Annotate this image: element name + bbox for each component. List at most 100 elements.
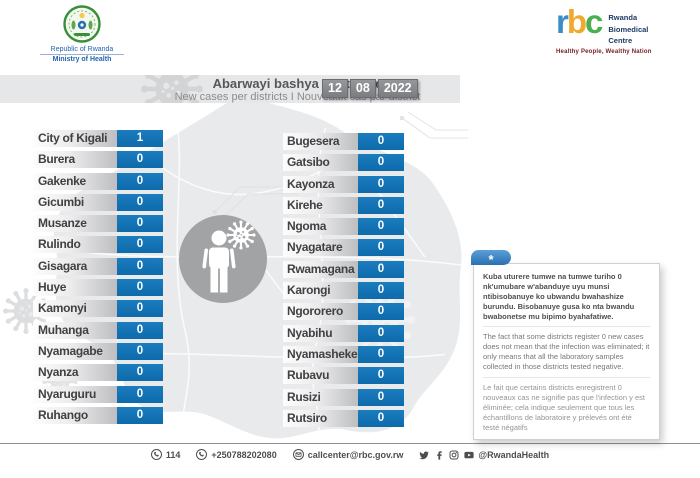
district-row: Ngoma 0 [283,218,404,236]
rbc-name-line: Centre [608,36,633,46]
district-cases-value: 0 [117,406,163,424]
district-row: Bugesera 0 [283,133,404,150]
district-row: Kayonza 0 [283,175,404,193]
district-row: Rusizi 0 [283,388,404,406]
district-name: Ngororero [283,303,358,321]
note-text-french: Le fait que certains districts enregistr… [483,377,650,432]
note-text-kinyarwanda: Kuba uturere tumwe na tumwe turiho 0 nk'… [483,272,635,321]
district-cases-value: 0 [358,133,404,150]
rbc-name-line: Biomedical [608,24,649,34]
district-row: Karongi 0 [283,282,404,300]
district-cases-value: 0 [117,279,163,297]
district-row: Gakenke 0 [33,172,163,190]
district-name: Rwamagana [283,260,358,278]
district-row: Rubavu 0 [283,367,404,385]
date-year-box: 2022 [377,79,418,98]
footer-phone-long: +250788202080 [196,449,277,460]
district-row: Nyagatare 0 [283,239,404,257]
email-icon [292,449,304,460]
district-row: Muhanga 0 [33,321,163,339]
district-column-right: Bugesera 0 Gatsibo 0 Kayonza 0 Kirehe 0 … [283,133,404,427]
district-row: Rutsiro 0 [283,409,404,427]
rbc-name-line: Rwanda [608,13,638,22]
email-text: callcenter@rbc.gov.rw [307,449,404,460]
district-name: Huye [33,279,117,297]
district-name: Bugesera [283,133,358,150]
district-cases-value: 0 [358,409,404,427]
note-card: * Kuba uturere tumwe na tumwe turiho 0 n… [471,250,660,441]
district-name: Nyagatare [283,239,358,257]
district-name: Rutsiro [283,409,358,427]
district-row: Huye 0 [33,279,163,297]
rbc-letter-b: b [566,3,587,40]
phone-long-text: +250788202080 [211,449,277,460]
person-icon [202,230,236,293]
district-name: Musanze [33,215,117,233]
district-row: Ngororero 0 [283,303,404,321]
district-cases-value: 0 [117,364,163,382]
gov-logo: Republic of Rwanda Ministry of Health [40,5,124,63]
district-row: City of Kigali 1 [33,130,163,147]
district-name: Nyamagabe [33,342,117,360]
date-day-box: 12 [322,79,348,98]
district-row: Nyabihu 0 [283,324,404,342]
district-row: Ruhango 0 [33,406,163,424]
district-cases-value: 0 [358,218,404,236]
rbc-letters: rbc [556,5,603,38]
district-cases-value: 0 [117,342,163,360]
district-cases-value: 0 [117,215,163,233]
coat-of-arms-icon [63,5,101,43]
district-name: Gatsibo [283,154,358,172]
date-month-box: 08 [349,79,376,98]
footer-phone-short: 114 [150,449,181,460]
phone-short-text: 114 [165,449,181,460]
district-cases-value: 0 [117,236,163,254]
district-name: Gisagara [33,257,117,275]
district-cases-value: 0 [117,300,163,318]
note-text-english: The fact that some districts register 0 … [483,326,650,377]
rbc-tagline: Healthy People, Wealthy Nation [556,48,652,55]
facebook-icon [437,450,443,460]
district-name: Nyaruguru [33,385,117,403]
district-row: Nyanza 0 [33,364,163,382]
district-cases-value: 0 [358,324,404,342]
district-cases-value: 0 [358,175,404,193]
district-name: Gicumbi [33,193,117,211]
district-cases-value: 0 [358,367,404,385]
district-name: Rusizi [283,388,358,406]
district-name: Nyabihu [283,324,358,342]
district-row: Rwamagana 0 [283,260,404,278]
social-handle-text: @RwandaHealth [478,449,550,460]
district-row: Musanze 0 [33,215,163,233]
district-row: Nyaruguru 0 [33,385,163,403]
district-row: Nyamasheke 0 [283,345,404,363]
youtube-icon [464,451,474,458]
gov-logo-line1: Republic of Rwanda [50,46,114,53]
rbc-name: Rwanda Biomedical Centre [608,8,648,47]
rbc-logo: rbc Rwanda Biomedical Centre Healthy Peo… [556,5,652,55]
note-tab: * [471,250,511,267]
district-name: Ngoma [283,218,358,236]
twitter-icon [419,451,429,459]
district-name: Muhanga [33,321,117,339]
district-cases-value: 0 [117,193,163,211]
district-cases-value: 0 [358,239,404,257]
district-cases-value: 0 [358,303,404,321]
rbc-letter-r: r [556,3,569,40]
district-row: Rulindo 0 [33,236,163,254]
district-name: Rulindo [33,236,117,254]
district-row: Kirehe 0 [283,196,404,214]
district-row: Burera 0 [33,151,163,169]
district-name: Rubavu [283,367,358,385]
district-cases-value: 0 [358,196,404,214]
district-name: Kamonyi [33,300,117,318]
district-cases-value: 0 [358,154,404,172]
district-name: Kirehe [283,196,358,214]
district-cases-value: 0 [358,388,404,406]
instagram-icon [449,450,459,459]
footer-email: callcenter@rbc.gov.rw [292,449,404,460]
footer-socials: @RwandaHealth [419,450,549,460]
district-cases-value: 1 [117,130,163,147]
district-cases-value: 0 [117,385,163,403]
